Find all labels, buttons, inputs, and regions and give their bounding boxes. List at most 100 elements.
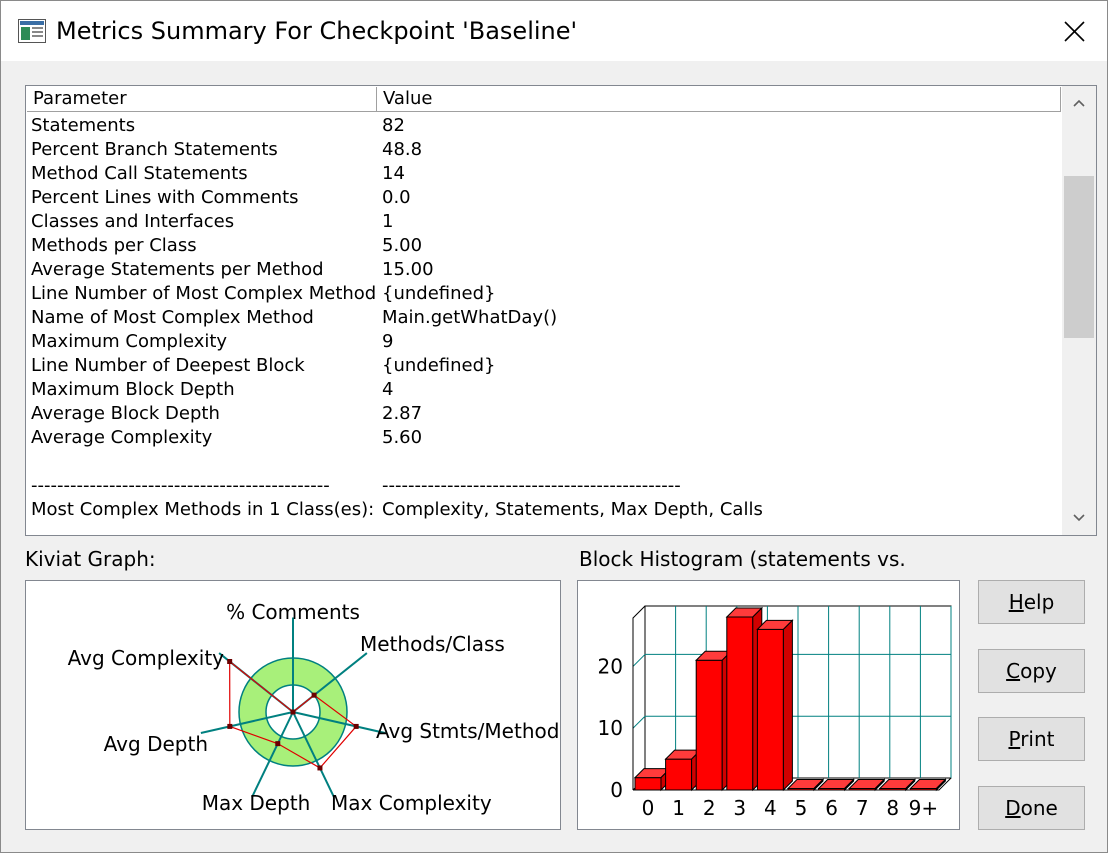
kiviat-value-point: [317, 765, 323, 771]
row-value: 9: [382, 331, 394, 352]
row-value: 1: [382, 211, 394, 232]
histogram-gridline: [632, 654, 646, 667]
kiviat-value-point: [227, 658, 233, 664]
histogram-bar-side: [813, 778, 824, 792]
row-parameter: Maximum Complexity: [31, 331, 228, 352]
row-parameter: Percent Branch Statements: [31, 139, 278, 160]
copy-button[interactable]: Copy: [978, 649, 1085, 693]
done-accel: D: [1005, 796, 1021, 820]
table-row[interactable]: Average Statements per Method 15.00: [31, 258, 1061, 282]
row-parameter: Maximum Block Depth: [31, 379, 235, 400]
help-label: elp: [1023, 590, 1055, 614]
histogram-y-tick-label: 20: [598, 654, 623, 678]
row-parameter: Most Complex Methods in 1 Class(es):: [31, 499, 375, 520]
table-row[interactable]: Average Block Depth 2.87: [31, 402, 1061, 426]
histogram-bar-top: [909, 779, 947, 789]
print-label: rint: [1020, 727, 1055, 751]
histogram-gridline: [632, 715, 646, 729]
histogram-x-tick-label: 7: [856, 796, 869, 820]
kiviat-axis: [251, 711, 294, 798]
table-row[interactable]: Maximum Block Depth 4: [31, 378, 1061, 402]
table-row[interactable]: Percent Branch Statements 48.8: [31, 138, 1061, 162]
table-row[interactable]: Maximum Complexity 9: [31, 330, 1061, 354]
row-parameter: Name of Most Complex Method: [31, 307, 314, 328]
histogram-bar: [695, 659, 723, 791]
histogram-bar-side: [782, 619, 793, 792]
histogram-x-tick-label: 6: [825, 796, 838, 820]
copy-accel: C: [1006, 659, 1021, 683]
column-header-value[interactable]: Value: [377, 87, 1061, 111]
vertical-scrollbar[interactable]: [1062, 86, 1096, 535]
scroll-down-icon[interactable]: [1062, 501, 1096, 535]
row-parameter: ----------------------------------------…: [31, 475, 330, 496]
kiviat-axis: [292, 711, 335, 798]
table-row[interactable]: Methods per Class 5.00: [31, 234, 1061, 258]
kiviat-value-polygon: [229, 660, 358, 769]
done-label: one: [1020, 796, 1058, 820]
block-histogram: 0 10 20 0 1 2 3 4 5 6 7 8 9+: [577, 580, 960, 830]
table-row[interactable]: [31, 450, 1061, 474]
kiviat-axis-label: Max Complexity: [331, 791, 492, 815]
help-button[interactable]: Help: [978, 580, 1085, 624]
copy-label: opy: [1020, 659, 1057, 683]
row-value: Complexity, Statements, Max Depth, Calls: [382, 499, 763, 520]
kiviat-axis-label: Avg Depth: [104, 732, 208, 756]
table-row[interactable]: Average Complexity 5.60: [31, 426, 1061, 450]
column-header-parameter[interactable]: Parameter: [27, 87, 377, 111]
close-icon[interactable]: [1053, 11, 1095, 51]
metrics-rows: Statements 82 Percent Branch Statements 48.…: [31, 114, 1061, 522]
row-value: ----------------------------------------…: [382, 475, 681, 496]
histogram-x-tick-label: 9+: [909, 796, 938, 820]
done-button[interactable]: Done: [978, 786, 1085, 830]
print-button[interactable]: Print: [978, 717, 1085, 761]
kiviat-graph-label: Kiviat Graph:: [25, 547, 156, 571]
row-parameter: Method Call Statements: [31, 163, 248, 184]
table-row[interactable]: Name of Most Complex Method Main.getWhatD…: [31, 306, 1061, 330]
row-parameter: Line Number of Deepest Block: [31, 355, 305, 376]
window-title: Metrics Summary For Checkpoint 'Baseline…: [56, 17, 578, 45]
help-accel: H: [1008, 590, 1024, 614]
kiviat-axis-label: Avg Stmts/Method: [376, 719, 559, 743]
histogram-bar-top: [847, 779, 886, 789]
row-value: Main.getWhatDay(): [382, 307, 558, 328]
row-value: 82: [382, 115, 405, 136]
histogram-bar-top: [878, 779, 917, 789]
histogram-bar-top: [786, 779, 825, 789]
table-row[interactable]: Line Number of Most Complex Method {undef…: [31, 282, 1061, 306]
histogram-y-tick-label: 10: [598, 716, 623, 740]
histogram-x-tick-label: 4: [764, 796, 777, 820]
scroll-thumb[interactable]: [1064, 176, 1094, 338]
histogram-x-tick-label: 3: [733, 796, 746, 820]
histogram-bar: [634, 777, 662, 791]
kiviat-axis-label: % Comments: [226, 600, 360, 624]
title-bar: Metrics Summary For Checkpoint 'Baseline…: [1, 1, 1107, 61]
table-row[interactable]: Classes and Interfaces 1: [31, 210, 1061, 234]
row-value: 4: [382, 379, 394, 400]
table-row[interactable]: Percent Lines with Comments 0.0: [31, 186, 1061, 210]
histogram-bar: [756, 628, 784, 791]
table-row[interactable]: Method Call Statements 14: [31, 162, 1061, 186]
table-row[interactable]: ----------------------------------------…: [31, 474, 1061, 498]
row-value: {undefined}: [382, 355, 496, 376]
table-row[interactable]: Most Complex Methods in 1 Class(es): Comp…: [31, 498, 1061, 522]
row-value: 0.0: [382, 187, 411, 208]
histogram-bar: [726, 616, 754, 791]
kiviat-value-point: [275, 741, 281, 747]
kiviat-value-point: [227, 723, 233, 729]
row-parameter: Line Number of Most Complex Method: [31, 283, 377, 304]
kiviat-axis: [292, 711, 386, 735]
metrics-list[interactable]: Parameter Value Statements 82 Percent Bran…: [25, 85, 1097, 536]
row-value: 48.8: [382, 139, 423, 160]
row-parameter: Percent Lines with Comments: [31, 187, 299, 208]
row-value: 15.00: [382, 259, 434, 280]
histogram-x-tick-label: 2: [703, 796, 716, 820]
histogram-x-tick-label: 1: [672, 796, 685, 820]
histogram-left-wall: [632, 605, 646, 790]
table-row[interactable]: Line Number of Deepest Block {undefined}: [31, 354, 1061, 378]
scroll-up-icon[interactable]: [1062, 86, 1096, 120]
print-accel: P: [1008, 727, 1021, 751]
row-value: 5.00: [382, 235, 423, 256]
table-row[interactable]: Statements 82: [31, 114, 1061, 138]
